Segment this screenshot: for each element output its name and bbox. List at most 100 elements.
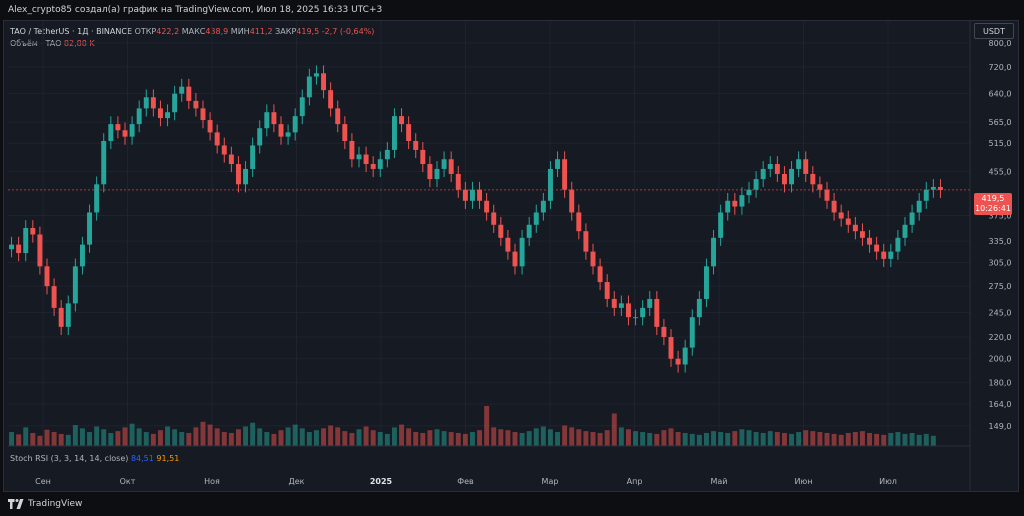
candle-body	[781, 173, 787, 185]
volume-bar	[838, 434, 844, 446]
candle-body	[824, 189, 830, 201]
x-tick-label: Окт	[120, 477, 136, 486]
volume-bar	[101, 429, 107, 446]
y-tick-label: 375,0	[989, 211, 1012, 220]
candle-body	[498, 224, 504, 238]
y-tick-label: 305,0	[989, 259, 1012, 268]
volume-bar	[150, 433, 156, 446]
volume-bar	[505, 430, 511, 446]
change-value: -2,7 (-0,64%)	[321, 27, 375, 36]
x-tick-label: Сен	[35, 477, 51, 486]
volume-bar	[930, 435, 936, 446]
volume-bar	[874, 433, 880, 446]
volume-bar	[264, 432, 270, 446]
currency-button[interactable]: USDT	[974, 23, 1014, 39]
candle-body	[576, 212, 582, 232]
volume-bar	[519, 432, 525, 446]
volume-bar	[271, 433, 277, 446]
volume-bar	[739, 429, 745, 446]
candle-body	[796, 159, 802, 169]
volume-bar	[370, 430, 376, 446]
candle-body	[108, 124, 114, 141]
volume-bar	[732, 431, 738, 446]
x-tick-label: Ноя	[204, 477, 220, 486]
volume-bar	[923, 433, 929, 446]
candle-body	[235, 164, 241, 185]
candle-body	[214, 132, 220, 146]
volume-bar	[462, 433, 468, 446]
candle-body	[356, 154, 362, 160]
volume-bar	[278, 430, 284, 446]
volume-bar	[427, 430, 433, 446]
candle-body	[462, 189, 468, 201]
candle-body	[342, 124, 348, 141]
volume-bar	[87, 432, 93, 446]
candle-body	[703, 266, 709, 299]
candle-body	[888, 251, 894, 259]
volume-bar	[484, 406, 490, 446]
volume-bar	[746, 430, 752, 446]
x-tick-label: Апр	[627, 477, 643, 486]
volume-bar	[37, 435, 43, 446]
volume-bar	[9, 432, 15, 446]
y-tick-label: 245,0	[989, 308, 1012, 317]
volume-bar	[902, 433, 908, 446]
volume-bar	[590, 432, 596, 446]
candle-body	[817, 184, 823, 190]
candle-body	[555, 159, 561, 169]
volume-bar	[916, 434, 922, 446]
volume-bar	[44, 429, 50, 446]
candle-body	[930, 186, 936, 190]
stoch-rsi-label[interactable]: Stoch RSI (3, 3, 14, 14, close)	[10, 454, 129, 463]
volume-bar	[555, 432, 561, 446]
candle-body	[37, 234, 43, 267]
candle-body	[292, 116, 298, 133]
volume-bar	[349, 432, 355, 446]
symbol-name[interactable]: TAO / TetherUS · 1Д · BINANCE	[10, 27, 133, 36]
volume-bar	[583, 431, 589, 446]
volume-bar	[491, 427, 497, 446]
volume-bar	[668, 428, 674, 446]
volume-bar	[647, 432, 653, 446]
volume-bar	[399, 424, 405, 446]
candle-body	[51, 286, 57, 308]
candle-body	[427, 164, 433, 180]
candle-body	[186, 86, 192, 101]
candle-body	[774, 164, 780, 174]
volume-bar	[562, 425, 568, 446]
candle-body	[101, 140, 107, 185]
candle-body	[640, 307, 646, 318]
volume-bar	[136, 428, 142, 446]
volume-bar	[618, 427, 624, 446]
volume-bar	[753, 432, 759, 446]
candle-body	[441, 159, 447, 169]
volume-bar	[313, 430, 319, 446]
y-tick-label: 180,0	[989, 379, 1012, 388]
volume-value: 82,88 K	[63, 39, 95, 48]
candle-body	[94, 184, 100, 213]
volume-bar	[228, 432, 234, 446]
candle-body	[845, 218, 851, 225]
volume-bar	[633, 431, 639, 446]
candle-body	[278, 124, 284, 137]
open-label: ОТКР	[134, 27, 157, 36]
candle-body	[661, 326, 667, 338]
tradingview-logo-icon	[8, 499, 24, 509]
candle-body	[789, 168, 795, 185]
candle-body	[30, 227, 36, 235]
volume-label[interactable]: Объём · TAO	[10, 39, 62, 48]
volume-bar	[214, 428, 220, 446]
volume-bar	[682, 432, 688, 446]
candle-body	[200, 108, 206, 121]
candle-body	[469, 189, 475, 201]
candle-body	[760, 168, 766, 180]
candle-body	[618, 303, 624, 308]
candle-body	[909, 212, 915, 225]
volume-bar	[23, 427, 29, 446]
volume-bar	[576, 429, 582, 446]
volume-bar	[250, 422, 256, 446]
footer-brand[interactable]: TradingView	[8, 497, 82, 511]
candle-body	[803, 159, 809, 174]
volume-bar	[342, 431, 348, 446]
